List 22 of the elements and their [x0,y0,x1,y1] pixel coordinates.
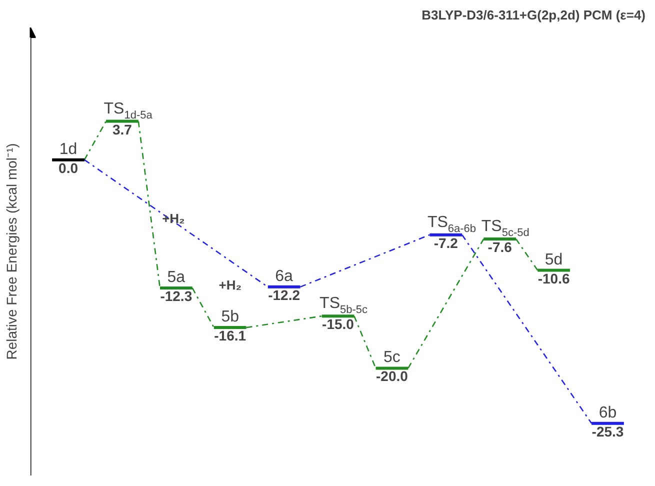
category-label: 6a [275,268,294,285]
data-label: 3.7 [112,121,132,138]
data-label: -15.0 [322,316,354,332]
data-label: -16.1 [214,328,246,344]
data-label: -20.0 [376,368,408,384]
data-label: -12.2 [268,286,300,303]
category-label: 6b [598,404,617,422]
category-label: 5b [221,308,240,326]
category-label: 1d [59,140,78,158]
text: +H₂ [162,210,186,226]
text: +H₂ [218,278,242,293]
data-label: -7.2 [434,234,458,251]
category-label: 5d [544,251,563,268]
data-label: 0.0 [58,160,78,176]
data-label: -12.3 [160,288,192,304]
text: B3LYP-D3/6-311+G(2p,2d) PCM (ε=4) [422,8,646,22]
category-label: 5a [167,268,186,286]
text: Relative Free Energies (kcal mol⁻¹) [4,143,20,360]
data-label: -25.3 [592,423,624,440]
category-label: 5c [384,349,400,366]
data-label: -10.6 [538,270,570,286]
data-label: -7.6 [488,239,512,255]
